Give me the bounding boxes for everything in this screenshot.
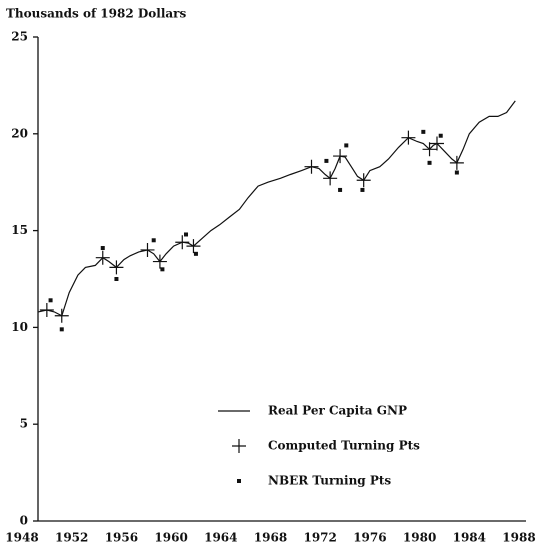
legend-label: Real Per Capita GNP [268, 404, 407, 418]
computed-point [422, 142, 437, 157]
legend-label: Computed Turning Pts [268, 439, 420, 453]
x-tick-label: 1948 [5, 531, 38, 545]
x-tick-label: 1972 [303, 531, 336, 545]
nber-point [344, 143, 349, 148]
nber-point [114, 277, 119, 281]
x-tick-label: 1964 [204, 531, 237, 545]
nber-point [184, 232, 189, 237]
nber-point [454, 170, 459, 175]
computed-point [140, 242, 155, 257]
nber-point [160, 267, 165, 272]
x-tick-label: 1988 [502, 531, 535, 545]
y-tick-label: 10 [11, 320, 28, 334]
y-tick-label: 20 [11, 126, 28, 140]
gnp-line [38, 100, 516, 317]
x-tick-label: 1984 [453, 531, 486, 545]
y-tick-label: 0 [20, 514, 28, 528]
nber-point [421, 129, 426, 134]
nber-point [338, 187, 343, 192]
computed-point [356, 173, 371, 188]
computed-point [175, 235, 190, 250]
x-tick-label: 1952 [55, 531, 88, 545]
computed-point [54, 308, 69, 323]
nber-point [360, 187, 365, 192]
nber-point [151, 238, 156, 243]
nber-point [427, 160, 432, 165]
computed-point [449, 155, 464, 170]
computed-point [152, 254, 167, 269]
computed-point [333, 149, 348, 164]
nber-point [324, 158, 329, 163]
chart-title: Thousands of 1982 Dollars [6, 7, 187, 21]
computed-point [186, 239, 201, 254]
x-tick-label: 1968 [254, 531, 287, 545]
computed-point [401, 130, 416, 145]
computed-point [39, 302, 54, 317]
computed-point [429, 136, 444, 151]
nber-point [59, 327, 64, 332]
legend-swatch [232, 439, 246, 453]
computed-point [109, 260, 124, 275]
nber-point [48, 298, 53, 303]
y-tick-label: 25 [11, 30, 28, 44]
legend-swatch [237, 479, 241, 483]
legend-label: NBER Turning Pts [268, 474, 391, 488]
x-tick-label: 1960 [154, 531, 187, 545]
computed-point [323, 171, 338, 186]
x-tick-label: 1976 [353, 531, 386, 545]
computed-point [304, 159, 319, 174]
y-tick-label: 15 [11, 223, 28, 237]
computed-point [95, 250, 110, 265]
nber-point [100, 246, 105, 251]
nber-point [438, 133, 443, 138]
x-tick-label: 1980 [403, 531, 436, 545]
y-tick-label: 5 [20, 417, 28, 431]
nber-point [193, 251, 198, 256]
x-tick-label: 1956 [105, 531, 138, 545]
